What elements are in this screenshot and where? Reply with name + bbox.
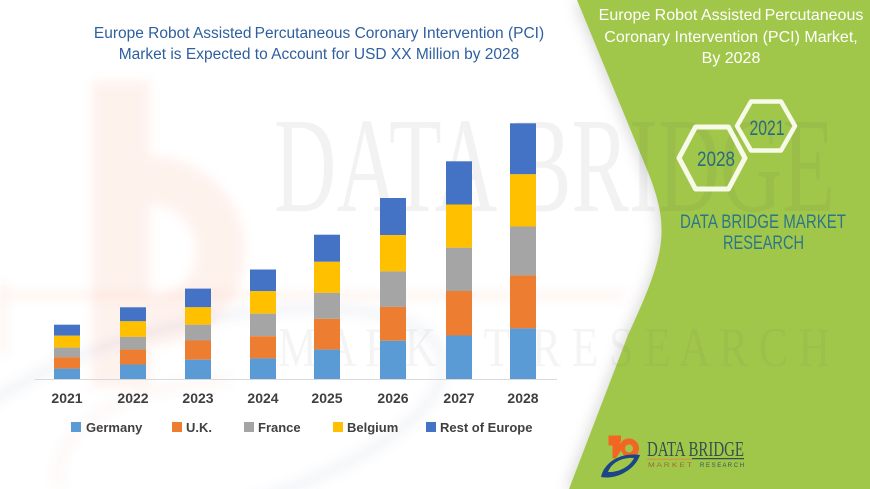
svg-text:DATA BRIDGE MARKET: DATA BRIDGE MARKET xyxy=(680,212,846,233)
svg-text:M A R K E T: M A R K E T xyxy=(648,462,692,469)
svg-text:2028: 2028 xyxy=(697,148,735,171)
svg-text:2021: 2021 xyxy=(750,117,785,140)
svg-text:R E S E A R C H: R E S E A R C H xyxy=(700,462,744,469)
svg-text:RESEARCH: RESEARCH xyxy=(723,233,804,254)
svg-text:DATA BRIDGE: DATA BRIDGE xyxy=(647,437,744,461)
svg-text:M A R K E T R E S E A R C H: M A R K E T R E S E A R C H xyxy=(278,317,830,379)
